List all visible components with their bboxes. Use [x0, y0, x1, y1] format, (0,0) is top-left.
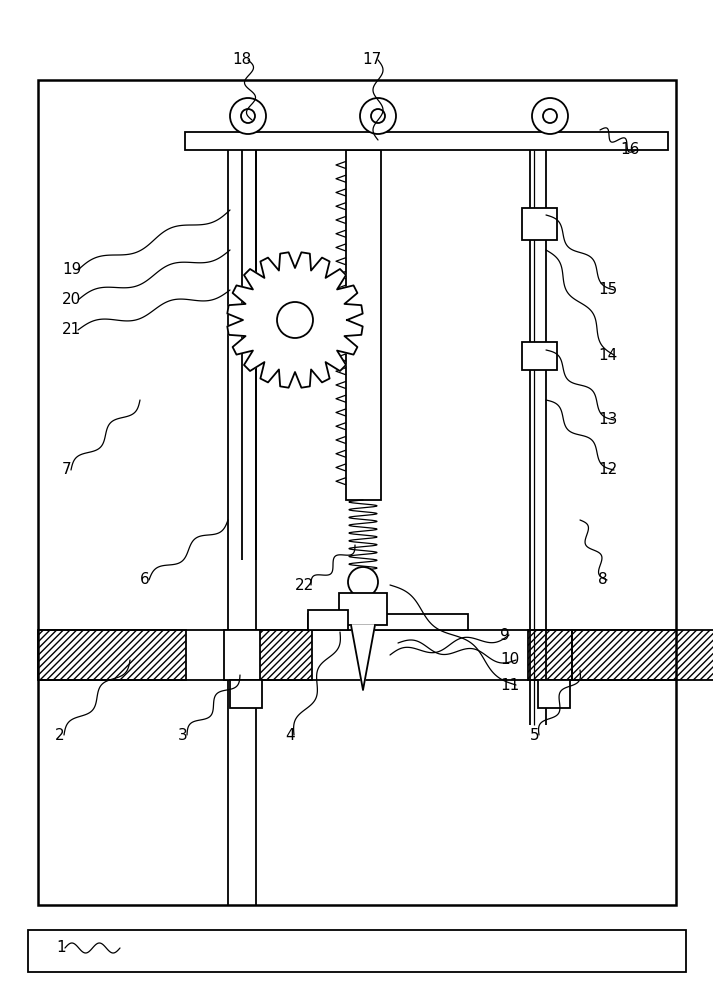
Text: 14: 14 [598, 348, 617, 362]
Circle shape [543, 109, 557, 123]
Circle shape [241, 109, 255, 123]
Polygon shape [351, 625, 375, 690]
Text: 2: 2 [55, 728, 65, 742]
Text: 15: 15 [598, 282, 617, 298]
Text: 16: 16 [620, 142, 640, 157]
Bar [308, 610, 348, 630]
Text: 22: 22 [295, 578, 314, 592]
Bar [339, 593, 387, 625]
Text: 9: 9 [500, 628, 510, 643]
Circle shape [360, 98, 396, 134]
Bar [224, 630, 260, 680]
Text: 5: 5 [530, 728, 540, 742]
Text: 3: 3 [178, 728, 188, 742]
Circle shape [277, 302, 313, 338]
Bar [230, 680, 262, 708]
Circle shape [348, 567, 378, 597]
Bar [185, 132, 668, 150]
Text: 4: 4 [285, 728, 294, 742]
Text: 8: 8 [598, 572, 607, 587]
Text: 11: 11 [500, 678, 519, 692]
Circle shape [230, 98, 266, 134]
Bar [522, 342, 557, 370]
Text: 21: 21 [62, 322, 81, 338]
Bar [28, 930, 686, 972]
Bar [522, 208, 557, 240]
Polygon shape [227, 252, 363, 388]
Bar [308, 614, 468, 630]
Bar [38, 80, 676, 905]
Text: 20: 20 [62, 292, 81, 308]
Text: 12: 12 [598, 462, 617, 478]
Text: 17: 17 [362, 52, 381, 68]
Text: 6: 6 [140, 572, 150, 587]
Circle shape [371, 109, 385, 123]
Bar [38, 630, 186, 680]
Bar [346, 150, 381, 500]
Circle shape [532, 98, 568, 134]
Bar [256, 630, 312, 680]
Bar [572, 630, 713, 680]
Text: 19: 19 [62, 262, 81, 277]
Text: 1: 1 [56, 940, 66, 956]
Bar [538, 680, 570, 708]
Bar [528, 630, 572, 680]
Text: 18: 18 [232, 52, 251, 68]
Text: 13: 13 [598, 412, 617, 428]
Text: 10: 10 [500, 652, 519, 668]
Text: 7: 7 [62, 462, 71, 478]
